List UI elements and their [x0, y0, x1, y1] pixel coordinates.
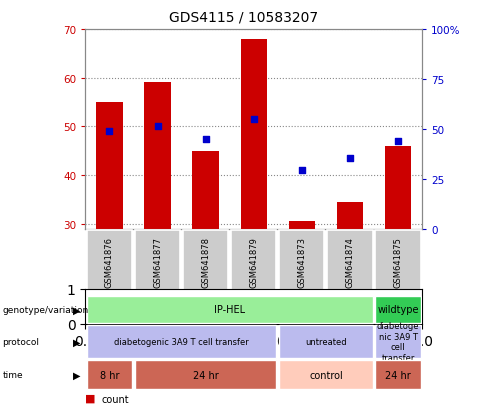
- Bar: [96, 103, 122, 229]
- Point: [298, 168, 306, 174]
- Text: GSM641875: GSM641875: [393, 237, 403, 287]
- Point: [202, 136, 209, 142]
- Bar: [241, 40, 267, 229]
- Text: ▶: ▶: [73, 305, 81, 315]
- Text: control: control: [309, 370, 343, 380]
- Text: protocol: protocol: [2, 337, 40, 346]
- Text: GSM641876: GSM641876: [105, 237, 114, 288]
- Text: 24 hr: 24 hr: [193, 370, 219, 380]
- Text: genotype/variation: genotype/variation: [2, 305, 89, 314]
- Bar: [375, 230, 421, 294]
- Bar: [231, 230, 276, 294]
- Point: [154, 124, 162, 131]
- Bar: [337, 202, 363, 229]
- Text: untreated: untreated: [305, 337, 347, 346]
- Bar: [375, 360, 421, 389]
- Text: IP-HEL: IP-HEL: [214, 305, 245, 315]
- Text: 8 hr: 8 hr: [100, 370, 119, 380]
- Bar: [144, 83, 171, 229]
- Point: [250, 116, 258, 123]
- Point: [346, 155, 354, 162]
- Bar: [135, 360, 276, 389]
- Text: count: count: [102, 394, 129, 404]
- Bar: [327, 230, 372, 294]
- Point: [105, 128, 113, 135]
- Text: GSM641877: GSM641877: [153, 237, 162, 288]
- Text: GSM641874: GSM641874: [346, 237, 354, 287]
- Text: ▶: ▶: [73, 337, 81, 347]
- Text: diabetogenic 3A9 T cell transfer: diabetogenic 3A9 T cell transfer: [114, 337, 249, 346]
- Text: GDS4115 / 10583207: GDS4115 / 10583207: [169, 10, 319, 24]
- Text: wildtype: wildtype: [377, 305, 419, 315]
- Bar: [279, 360, 372, 389]
- Point: [394, 138, 402, 145]
- Bar: [385, 147, 411, 229]
- Bar: [135, 230, 180, 294]
- Bar: [375, 296, 421, 323]
- Bar: [183, 230, 228, 294]
- Text: 24 hr: 24 hr: [385, 370, 411, 380]
- Text: ▶: ▶: [73, 370, 81, 380]
- Text: GSM641873: GSM641873: [297, 237, 306, 288]
- Text: GSM641878: GSM641878: [201, 237, 210, 288]
- Text: time: time: [2, 370, 23, 379]
- Bar: [279, 325, 372, 358]
- Bar: [87, 360, 132, 389]
- Text: diabetoge
nic 3A9 T
cell
transfer: diabetoge nic 3A9 T cell transfer: [377, 322, 419, 362]
- Bar: [288, 222, 315, 229]
- Bar: [87, 296, 372, 323]
- Bar: [375, 325, 421, 358]
- Bar: [87, 230, 132, 294]
- Bar: [192, 152, 219, 229]
- Bar: [87, 325, 276, 358]
- Text: GSM641879: GSM641879: [249, 237, 258, 287]
- Text: ■: ■: [85, 392, 96, 402]
- Bar: [279, 230, 325, 294]
